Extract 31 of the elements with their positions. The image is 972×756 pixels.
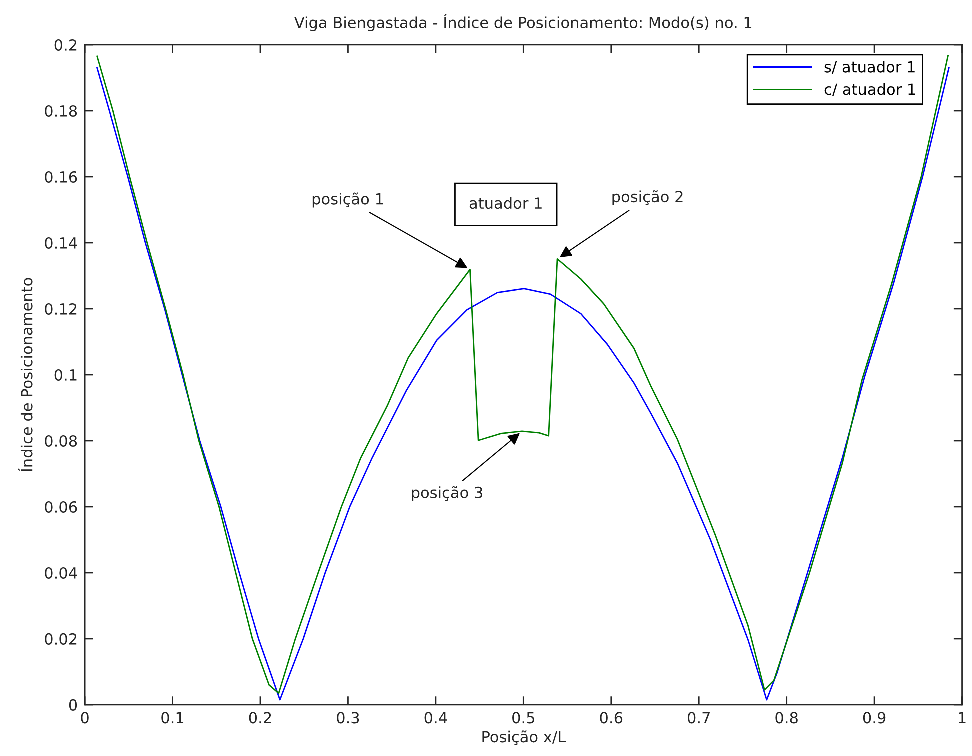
y-tick-label: 0.08 bbox=[45, 435, 78, 447]
annotation: posição 1 bbox=[312, 192, 384, 208]
chart-title: Viga Biengastada - Índice de Posicionamento: Modo(s) no. 1 bbox=[294, 14, 752, 32]
y-tick-label: 0.06 bbox=[45, 501, 78, 513]
y-tick-label: 0.2 bbox=[54, 39, 77, 52]
x-tick-label: 0 bbox=[81, 712, 89, 724]
x-tick-label: 0.8 bbox=[776, 712, 798, 724]
y-tick-label: 0.02 bbox=[45, 633, 77, 645]
x-tick-label: 0.1 bbox=[162, 712, 184, 724]
x-tick-label: 0.4 bbox=[424, 712, 448, 724]
annotation: posição 2 bbox=[612, 190, 683, 206]
legend-label: c/ atuador 1 bbox=[824, 83, 916, 96]
x-axis-title: Posição x/L bbox=[482, 730, 566, 746]
x-tick-label: 0.2 bbox=[249, 712, 272, 724]
annotation: atuador 1 bbox=[470, 197, 542, 210]
y-tick-label: 0.18 bbox=[45, 105, 78, 117]
y-tick-label: 0.1 bbox=[54, 369, 77, 381]
x-tick-label: 1 bbox=[959, 712, 966, 724]
x-tick-label: 0.9 bbox=[863, 712, 886, 724]
y-tick-label: 0.16 bbox=[45, 171, 78, 183]
y-tick-label: 0.14 bbox=[45, 237, 78, 249]
x-tick-label: 0.6 bbox=[600, 712, 623, 724]
x-tick-label: 0.5 bbox=[512, 712, 534, 724]
y-tick-label: 0 bbox=[69, 699, 78, 711]
x-tick-label: 0.3 bbox=[337, 712, 360, 724]
y-tick-label: 0.04 bbox=[45, 567, 78, 579]
annotation: posição 3 bbox=[412, 486, 483, 502]
y-tick-label: 0.12 bbox=[45, 303, 77, 315]
y-axis-title: Índice de Posicionamento bbox=[18, 278, 33, 472]
x-tick-label: 0.7 bbox=[688, 712, 710, 724]
legend-label: s/ atuador 1 bbox=[824, 60, 915, 74]
